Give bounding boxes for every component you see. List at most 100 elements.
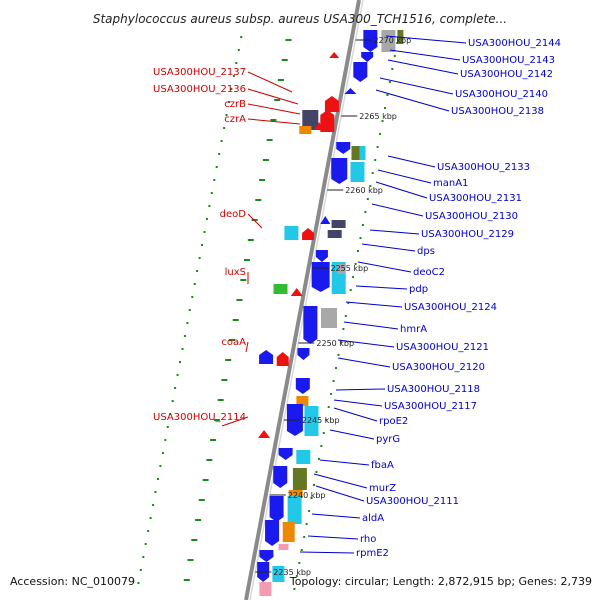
gene-arrow-down: [278, 448, 293, 460]
right-track-dot: [342, 328, 345, 330]
right-leader-line: [355, 285, 408, 290]
right-track-dot: [322, 432, 325, 434]
right-gene-label: USA300HOU_2140: [455, 89, 548, 100]
right-gene-label: USA300HOU_2118: [387, 384, 480, 395]
gene-arrow-down: [295, 378, 310, 394]
left-track-dot: [210, 192, 213, 194]
right-gene-label: USA300HOU_2117: [384, 401, 477, 412]
right-gene-label: manA1: [433, 178, 468, 189]
kbp-label: 2270 kbp: [374, 36, 412, 45]
left-gene-label: USA300HOU_2137: [153, 67, 246, 78]
gene-arrow-up: [302, 228, 315, 240]
left-track-dot: [196, 270, 199, 272]
left-leader-line: [247, 213, 263, 229]
left-track-dot: [235, 62, 238, 64]
left-gene-label: USA300HOU_2136: [153, 84, 246, 95]
gene-block: [296, 450, 311, 464]
left-track-dot: [240, 36, 243, 38]
right-track-dot: [357, 250, 359, 252]
gene-triangle: [258, 430, 271, 438]
right-leader-line: [313, 473, 368, 489]
right-leader-line: [387, 155, 436, 168]
right-track-dot: [310, 497, 313, 499]
right-track-dot: [295, 575, 298, 577]
right-track-dot: [393, 55, 396, 57]
gene-arrow-down: [269, 496, 284, 522]
left-gene-label: czrA: [224, 114, 246, 125]
right-gene-label: aldA: [362, 513, 384, 524]
gene-block: [292, 468, 307, 490]
right-track-dot: [364, 211, 367, 213]
right-track-dot: [344, 315, 347, 317]
left-track-dot: [161, 452, 164, 454]
left-gene-label: deoD: [220, 209, 247, 220]
right-leader-line: [375, 181, 428, 199]
right-track-dot: [391, 68, 394, 70]
right-track-dot: [337, 354, 340, 356]
left-track-dot: [203, 231, 206, 233]
gene-triangle: [344, 88, 357, 94]
leader-line-layer: [221, 35, 467, 554]
right-track-dot: [354, 263, 357, 265]
gene-block: [331, 220, 346, 228]
gene-triangle: [329, 52, 340, 58]
right-gene-label: USA300HOU_2121: [396, 342, 489, 353]
right-track-dot: [308, 510, 311, 512]
left-track-dot: [152, 504, 155, 506]
gene-block: [288, 490, 303, 498]
right-gene-label: rpmE2: [356, 548, 389, 559]
gene-arrow-up: [276, 352, 289, 366]
right-track-dot: [374, 159, 377, 161]
right-leader-line: [333, 399, 383, 407]
right-track-dot: [298, 562, 301, 564]
right-track-dot: [305, 523, 308, 525]
left-gene-label: czrB: [224, 99, 246, 110]
right-leader-line: [361, 243, 416, 252]
left-track-dot: [176, 374, 179, 376]
right-track-dot: [376, 146, 379, 148]
gene-block: [321, 308, 337, 328]
gene-triangle: [314, 122, 325, 130]
right-leader-line: [337, 357, 391, 368]
right-gene-label: hmrA: [400, 324, 427, 335]
left-track-dot: [237, 49, 240, 51]
left-track-dot: [232, 75, 235, 77]
gene-arrow-down: [353, 62, 368, 82]
left-track-dot: [225, 114, 228, 116]
gene-block: [287, 496, 302, 524]
right-gene-label: USA300HOU_2120: [392, 362, 485, 373]
right-gene-label: pdp: [409, 284, 428, 295]
kbp-label: 2265 kbp: [359, 112, 397, 121]
right-leader-line: [333, 407, 378, 422]
gene-block: [337, 264, 346, 274]
right-track-dot: [327, 406, 330, 408]
gene-arrow-down: [331, 158, 348, 184]
right-leader-line: [369, 229, 420, 235]
gene-arrow-down: [303, 306, 318, 344]
right-track-dot: [347, 302, 350, 304]
right-track-dot: [332, 380, 335, 382]
left-gene-label: coaA: [221, 337, 246, 348]
left-leader-line: [221, 416, 249, 427]
gene-block: [327, 230, 342, 238]
left-track-dot: [188, 309, 191, 311]
kbp-label: 2235 kbp: [273, 568, 311, 577]
left-track-dot: [179, 361, 181, 363]
gene-arrow-down: [363, 30, 378, 52]
right-track-dot: [300, 549, 303, 551]
right-gene-label: USA300HOU_2131: [429, 193, 522, 204]
tick-layer: [137, 36, 399, 590]
right-track-dot: [293, 588, 296, 590]
right-gene-label: murZ: [369, 483, 396, 494]
right-leader-line: [337, 339, 395, 348]
right-leader-line: [335, 388, 386, 391]
gene-triangle: [290, 288, 303, 296]
left-track-dot: [215, 166, 218, 168]
accession-text: Accession: NC_010079: [10, 575, 135, 588]
left-track-dot: [149, 517, 152, 519]
left-track-dot: [154, 491, 157, 493]
right-gene-label: USA300HOU_2133: [437, 162, 530, 173]
right-track-dot: [303, 536, 306, 538]
backbone-shadow: [249, 0, 364, 600]
right-track-dot: [315, 471, 318, 473]
